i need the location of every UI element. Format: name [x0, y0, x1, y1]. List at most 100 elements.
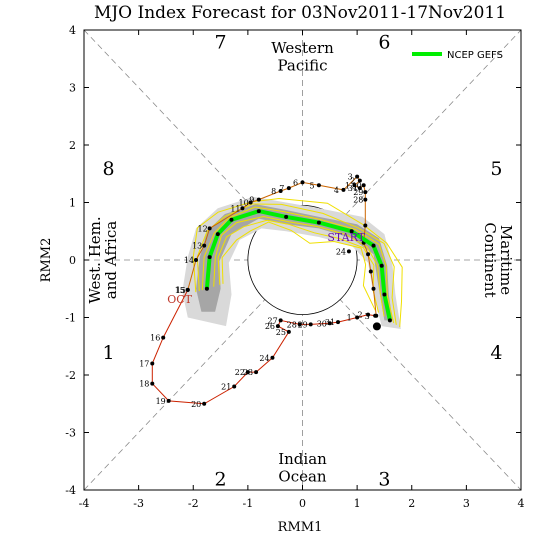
forecast-start-label: 24 [336, 247, 346, 256]
gefs-mean-point [204, 286, 209, 291]
x-tick-label: -3 [133, 497, 144, 510]
forecast-point [371, 286, 376, 291]
forecast-point-label: 12 [198, 224, 208, 233]
gefs-mean-point [215, 232, 220, 237]
observed-point [270, 355, 275, 360]
gefs-mean-point [256, 209, 261, 214]
observed-point [202, 401, 207, 406]
observed-point-label: 30 [317, 319, 327, 328]
region-label-top: Western [271, 39, 334, 57]
observed-point [286, 329, 291, 334]
observed-point-label: 16 [150, 334, 160, 343]
x-tick-label: 2 [408, 497, 415, 510]
forecast-point-label: 31 [348, 184, 358, 193]
region-label-top: Pacific [278, 56, 328, 74]
forecast-point-label: 3 [348, 173, 353, 182]
forecast-point-label: 15 [176, 286, 186, 295]
forecast-point-label: 6 [293, 178, 298, 187]
observed-point [150, 381, 155, 386]
forecast-point [363, 190, 368, 195]
forecast-point-label: 29 [353, 188, 363, 197]
forecast-point-label: 10 [239, 199, 249, 208]
forecast-start-point [346, 249, 351, 254]
observed-point-label: 15 [175, 286, 185, 295]
observed-point [336, 320, 341, 325]
phase-number-3: 3 [378, 469, 390, 491]
observed-point [254, 370, 259, 375]
observed-point [366, 312, 371, 317]
x-tick-label: 0 [299, 497, 306, 510]
forecast-point [202, 243, 207, 248]
y-tick-label: -2 [65, 369, 76, 382]
gefs-mean-line [204, 209, 392, 321]
observed-point [161, 335, 166, 340]
forecast-point-label: 28 [353, 196, 363, 205]
ensemble-member-line [217, 219, 379, 313]
x-axis-label: RMM1 [278, 520, 323, 535]
region-label-left: and Africa [102, 221, 120, 299]
x-tick-label: 4 [518, 497, 525, 510]
gefs-mean-point [387, 318, 392, 323]
gefs-mean-point [371, 243, 376, 248]
observed-point-label: 23 [243, 368, 253, 377]
forecast-point [368, 269, 373, 274]
observed-point-label: 20 [191, 400, 201, 409]
forecast-point [286, 186, 291, 191]
forecast-point-label: 2 [350, 177, 355, 186]
gefs-mean-point [316, 220, 321, 225]
y-axis-label: RMM2 [39, 238, 54, 283]
forecast-point-label: 1 [345, 181, 350, 190]
forecast-point [316, 183, 321, 188]
observed-point [245, 370, 250, 375]
diagonal-phase-line [83, 29, 522, 491]
observed-point [166, 398, 171, 403]
legend-label: NCEP GEFS [447, 50, 503, 61]
forecast-point-label: 9 [249, 196, 254, 205]
gefs-mean-point [229, 217, 234, 222]
y-tick-label: 3 [69, 82, 76, 95]
y-tick-label: 2 [69, 139, 76, 152]
forecast-point [193, 258, 198, 262]
phase-number-1: 1 [103, 342, 115, 364]
observed-point-label: 1 [347, 314, 352, 323]
forecast-point-label: 8 [271, 187, 276, 196]
observed-point-label: 27 [268, 316, 278, 325]
phase-number-7: 7 [215, 32, 227, 54]
observed-point [150, 361, 155, 366]
gefs-mean-point [349, 229, 354, 234]
observed-point-label: 2 [358, 311, 363, 320]
forecast-point [363, 223, 368, 228]
x-tick-label: 3 [463, 497, 470, 510]
x-tick-label: -1 [243, 497, 254, 510]
forecast-point [207, 226, 212, 231]
chart-title: MJO Index Forecast for 03Nov2011-17Nov20… [94, 3, 506, 23]
x-tick-label: 1 [354, 497, 361, 510]
observed-point-label: 21 [221, 383, 231, 392]
observed-point [278, 318, 283, 323]
region-label-bottom: Indian [278, 450, 327, 468]
forecast-point-label: 14 [184, 256, 194, 265]
ensemble-member-line [213, 215, 385, 317]
y-tick-label: 4 [69, 24, 76, 37]
spread-band-inner [196, 204, 393, 321]
forecast-point-label: 7 [279, 184, 284, 193]
observed-point-label: 17 [139, 360, 149, 369]
x-tick-label: -4 [79, 497, 90, 510]
y-tick-label: -4 [65, 484, 76, 497]
forecast-point [341, 187, 346, 192]
gefs-mean-point [207, 255, 212, 260]
forecast-origin-marker [372, 322, 381, 331]
phase-number-6: 6 [378, 32, 390, 54]
ensemble-member-line [201, 206, 395, 324]
observed-point-label: 31 [325, 318, 335, 327]
observed-point-label: 19 [156, 397, 166, 406]
gefs-mean-point [379, 263, 384, 268]
observed-point-label: 22 [235, 368, 245, 377]
phase-number-4: 4 [490, 342, 502, 364]
region-label-right: Continent [481, 222, 499, 297]
observed-point-label: 26 [265, 322, 275, 331]
forecast-point [361, 183, 366, 188]
phase-number-2: 2 [215, 469, 227, 491]
